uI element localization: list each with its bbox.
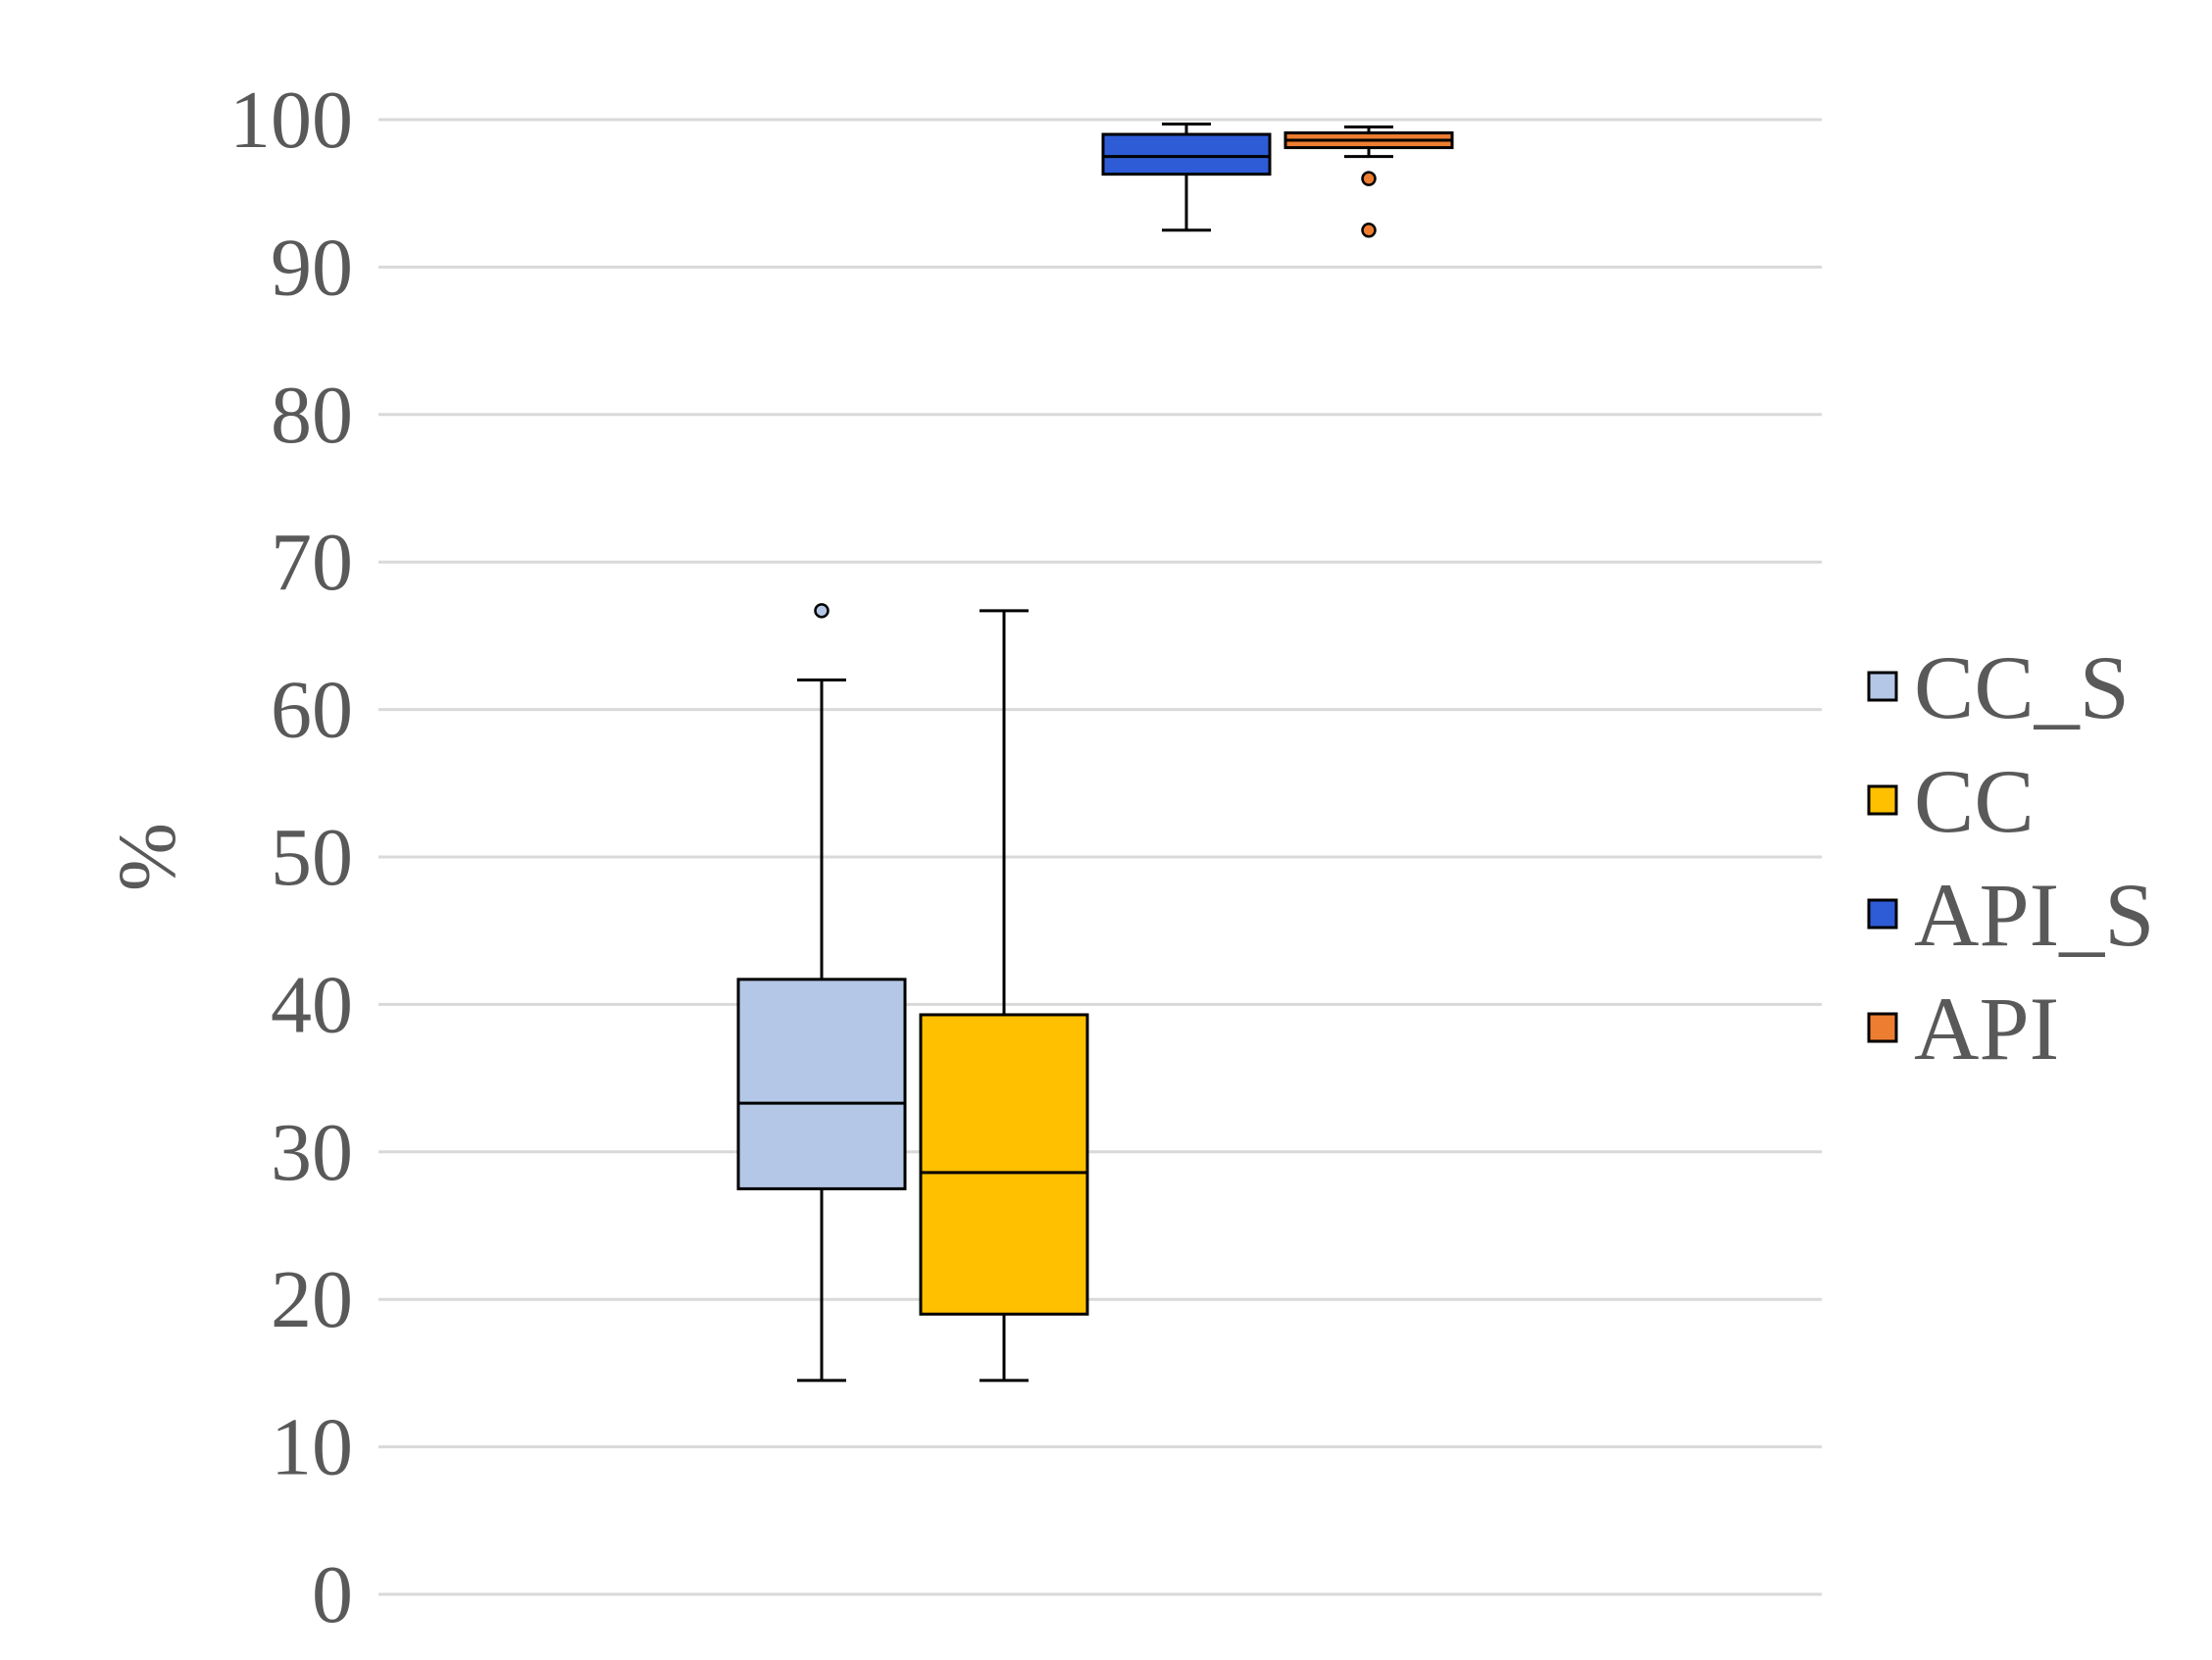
box-api [1283, 126, 1454, 238]
legend-swatch [1867, 1012, 1898, 1043]
legend-label: CC_S [1914, 637, 2130, 737]
legend-swatch [1867, 898, 1898, 930]
y-tick-label: 80 [271, 370, 353, 461]
y-tick-label: 40 [271, 959, 353, 1050]
outlier-point [814, 603, 830, 619]
legend-item-api-s: API_S [1867, 865, 2154, 965]
outlier-point [1361, 223, 1377, 238]
box-iqr [919, 1013, 1089, 1316]
legend-label: API [1914, 979, 2059, 1079]
y-tick-label: 90 [271, 222, 353, 313]
legend-item-cc-s: CC_S [1867, 637, 2130, 737]
legend-label: CC [1914, 751, 2035, 851]
y-axis-ticks: 0 10 20 30 40 50 60 70 80 90 100 [229, 75, 353, 1640]
y-tick-label: 30 [271, 1107, 353, 1198]
legend-item-cc: CC [1867, 751, 2035, 851]
legend: CC_S CC API_S API [1867, 637, 2154, 1079]
gridlines [378, 118, 1822, 1596]
legend-item-api: API [1867, 979, 2059, 1079]
y-axis-title: % [102, 823, 193, 891]
y-tick-label: 0 [312, 1549, 353, 1640]
y-tick-label: 100 [229, 75, 353, 166]
box-cc [919, 609, 1089, 1383]
box-iqr [736, 978, 907, 1190]
y-tick-label: 60 [271, 665, 353, 756]
y-tick-label: 70 [271, 517, 353, 608]
y-tick-label: 50 [271, 812, 353, 903]
y-tick-label: 20 [271, 1254, 353, 1345]
outlier-point [1361, 171, 1377, 186]
legend-swatch [1867, 671, 1898, 702]
box-api-s [1101, 123, 1272, 232]
y-tick-label: 10 [271, 1402, 353, 1493]
box-cc-s [736, 603, 907, 1383]
legend-swatch [1867, 784, 1898, 816]
box-series [736, 123, 1454, 1383]
legend-label: API_S [1914, 865, 2154, 965]
y-axis-title-group: % [102, 823, 193, 891]
box-iqr [1101, 132, 1272, 176]
